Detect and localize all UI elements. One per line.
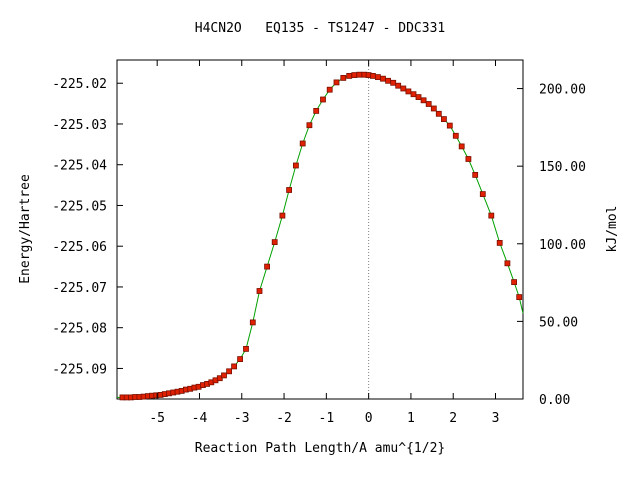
- data-point: [435, 110, 442, 117]
- y-tick-label-right: 100.00: [539, 238, 586, 253]
- data-point: [286, 187, 293, 193]
- data-point: [256, 288, 263, 294]
- data-point: [271, 239, 278, 246]
- y-tick-label: -225.04: [52, 159, 107, 174]
- data-point: [440, 116, 447, 122]
- data-point: [292, 162, 299, 169]
- data-point: [430, 105, 437, 112]
- data-point: [356, 71, 363, 78]
- x-tick-label: 2: [449, 411, 457, 426]
- data-point: [488, 212, 495, 219]
- data-point: [249, 319, 256, 326]
- data-point: [452, 132, 459, 139]
- plot-area-frame: [116, 59, 524, 400]
- data-point: [346, 73, 353, 79]
- data-point: [405, 88, 412, 95]
- data-point: [465, 156, 472, 162]
- x-tick-label: -2: [276, 411, 292, 426]
- data-point: [504, 260, 511, 267]
- data-point: [472, 171, 479, 178]
- y-tick-label: -225.07: [52, 281, 107, 296]
- x-axis-label: Reaction Path Length/A amu^{1/2}: [195, 441, 445, 456]
- series-line: [117, 74, 524, 398]
- data-point: [420, 97, 427, 104]
- data-point: [243, 345, 249, 352]
- y-axis-label-right: kJ/mol: [605, 206, 620, 253]
- x-tick-label: -1: [319, 411, 335, 426]
- data-point: [226, 368, 233, 375]
- data-point: [415, 94, 422, 100]
- y-tick-label: -225.08: [52, 322, 107, 337]
- x-tick-label: -3: [234, 411, 250, 426]
- y-tick-label: -225.09: [52, 362, 107, 377]
- data-point: [237, 356, 244, 363]
- data-point: [516, 294, 523, 301]
- y-axis-label-left: Energy/Hartree: [18, 174, 33, 284]
- data-point: [380, 75, 386, 82]
- data-point: [313, 108, 320, 114]
- y-tick-label-right: 200.00: [539, 83, 586, 98]
- data-point: [479, 191, 486, 198]
- data-point: [264, 263, 271, 270]
- y-tick-label: -225.02: [52, 77, 107, 92]
- data-point: [369, 73, 376, 79]
- data-point: [231, 363, 238, 370]
- y-tick-label-right: 0.00: [539, 393, 570, 408]
- x-tick-label: 1: [407, 411, 415, 426]
- data-point: [385, 77, 392, 84]
- y-tick-label-right: 150.00: [539, 160, 586, 175]
- data-point: [326, 86, 333, 93]
- data-point: [425, 101, 432, 107]
- data-point: [410, 91, 417, 98]
- data-point: [390, 79, 397, 86]
- data-point: [446, 122, 453, 129]
- data-point: [395, 82, 402, 89]
- data-point: [511, 279, 518, 286]
- data-point: [306, 122, 313, 129]
- y-tick-label: -225.05: [52, 199, 107, 214]
- y-tick-label-right: 50.00: [539, 315, 578, 330]
- chart-title: H4CN2O EQ135 - TS1247 - DDC331: [195, 21, 445, 36]
- x-tick-label: -5: [149, 411, 165, 426]
- data-point: [320, 96, 326, 103]
- data-point: [458, 143, 465, 150]
- data-point: [496, 239, 503, 246]
- data-point: [340, 75, 347, 81]
- x-tick-label: 3: [492, 411, 500, 426]
- data-point: [400, 85, 407, 92]
- data-point: [221, 372, 227, 379]
- data-point: [279, 212, 286, 219]
- x-tick-label: -4: [192, 411, 208, 426]
- y-tick-label: -225.06: [52, 240, 107, 255]
- data-point: [333, 79, 340, 86]
- x-tick-label: 0: [365, 411, 373, 426]
- data-point: [299, 140, 306, 147]
- data-point: [374, 74, 381, 80]
- data-point: [351, 72, 358, 78]
- y-tick-label: -225.03: [52, 118, 107, 133]
